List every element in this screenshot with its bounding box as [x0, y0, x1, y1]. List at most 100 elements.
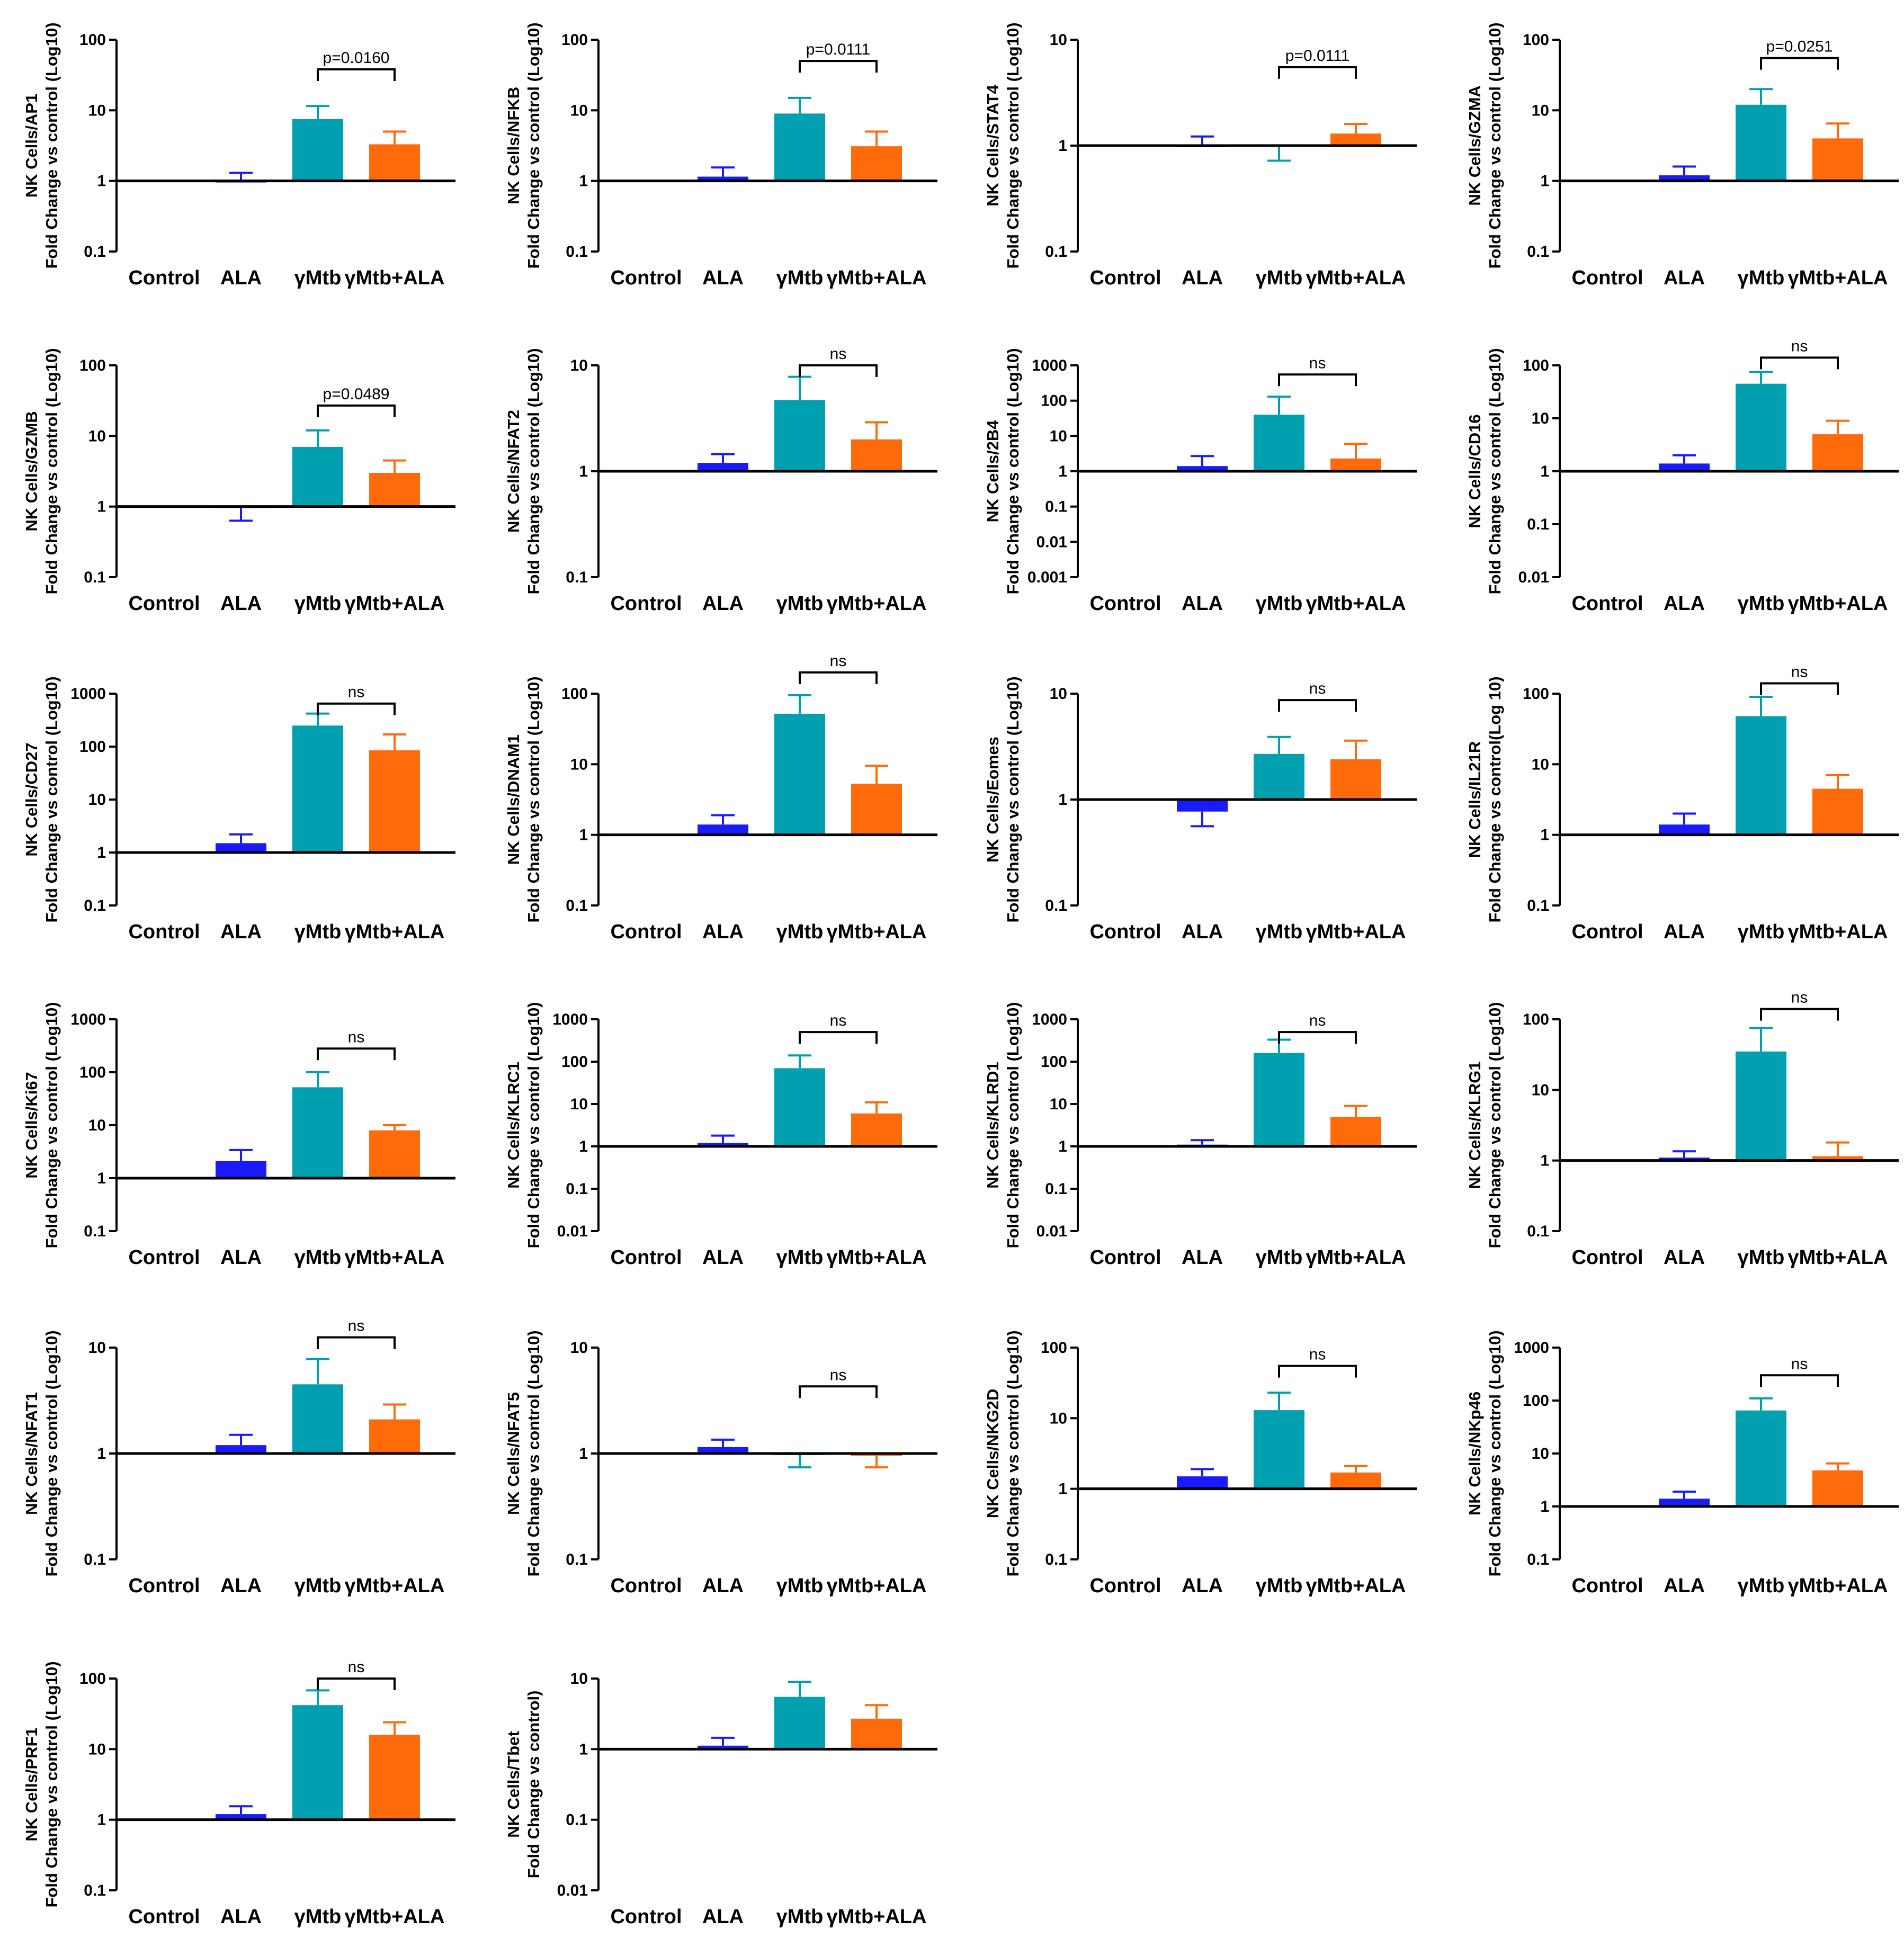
y-axis-label: NK Cells/PRF1Fold Change vs control (Log… [22, 1661, 61, 1907]
y-tick-label: 10 [570, 1339, 588, 1357]
y-axis-label-line: Fold Change vs control (Log10) [42, 348, 61, 594]
y-tick-label: 10 [1532, 1445, 1549, 1463]
category-label: ALA [220, 267, 262, 289]
significance-label: ns [1791, 663, 1808, 681]
y-axis-label-line: Fold Change vs control (Log10) [1486, 1330, 1504, 1576]
y-tick-label: 0.1 [566, 569, 588, 586]
y-tick-label: 0.1 [1527, 1551, 1549, 1568]
y-axis-label-line: Fold Change vs control (Log10) [524, 22, 543, 268]
significance-label: ns [1309, 1346, 1326, 1363]
category-label: γMtb [776, 921, 824, 943]
category-label: γMtb [1256, 1246, 1303, 1269]
significance-label: p=0.0111 [806, 41, 871, 58]
y-axis-label-line: NK Cells/PRF1 [22, 1727, 41, 1841]
bar-ymtb-ala [369, 473, 420, 507]
significance-bracket [317, 1047, 396, 1061]
y-axis-label-line: Fold Change vs control (Log10) [524, 348, 543, 594]
y-axis-label: NK Cells/KLRD1Fold Change vs control (Lo… [984, 1002, 1022, 1248]
y-tick-label: 10 [1050, 31, 1067, 49]
bar-ymtb [292, 446, 343, 507]
category-label: γMtb+ALA [1788, 921, 1888, 943]
category-label: Control [610, 267, 682, 289]
bar-ymtb [1254, 1410, 1304, 1489]
y-axis-label: NK Cells/NKG2DFold Change vs control (Lo… [984, 1330, 1022, 1576]
y-axis-label-line: NK Cells/IL21R [1465, 741, 1484, 858]
category-label: Control [1571, 1575, 1643, 1597]
y-tick-label: 100 [1041, 392, 1067, 410]
y-axis-label-line: Fold Change vs control (Log10) [524, 1002, 543, 1248]
y-axis-label-line: Fold Change vs control (Log10) [42, 22, 61, 268]
bar-ala [216, 843, 266, 853]
category-label: γMtb [1256, 593, 1303, 615]
category-label: γMtb [294, 1575, 342, 1597]
y-axis-label: NK Cells/KLRC1Fold Change vs control (Lo… [504, 1002, 543, 1248]
bar-ymtb [1736, 1051, 1786, 1161]
significance-label: p=0.0489 [323, 385, 390, 403]
y-tick-label: 0.001 [1027, 569, 1067, 586]
category-label: γMtb [1256, 921, 1303, 943]
y-axis-label-line: Fold Change vs control (Log10) [1004, 348, 1022, 594]
category-label: γMtb [776, 267, 824, 289]
y-tick-label: 100 [79, 1670, 106, 1688]
y-axis-label-line: Fold Change vs control (Log10) [1004, 1002, 1022, 1248]
y-tick-label: 10 [1532, 1081, 1549, 1099]
chart-panel: 0.1 1 10 NK Cells/NFAT2Fold Change vs contr… [504, 345, 937, 615]
category-label: ALA [702, 1246, 744, 1269]
chart-panel: 0.1 1 10 NK Cells/EomesFold Change vs contr… [984, 676, 1417, 943]
significance-bracket [1760, 57, 1839, 70]
y-axis-label: NK Cells/NKp46Fold Change vs control (Lo… [1465, 1330, 1504, 1576]
category-label: ALA [1182, 1575, 1223, 1597]
y-tick-label: 1000 [552, 1011, 588, 1028]
chart-panel: 0.1 1 10 NK Cells/STAT4Fold Change vs contr… [984, 22, 1417, 289]
y-axis-label-line: Fold Change vs control (Log10) [1004, 22, 1022, 268]
y-tick-label: 100 [561, 685, 588, 703]
y-axis-label-line: NK Cells/NKp46 [1465, 1392, 1484, 1515]
bar-ala [1177, 466, 1228, 471]
bar-ala [1177, 800, 1228, 812]
bar-ymtb [1736, 1410, 1786, 1506]
category-label: ALA [1182, 267, 1223, 289]
category-label: γMtb+ALA [1788, 267, 1888, 289]
significance-bracket [799, 1385, 878, 1398]
significance-label: p=0.0160 [323, 49, 390, 67]
y-tick-label: 0.1 [84, 897, 106, 914]
y-axis-label-line: NK Cells/NFAT2 [504, 410, 523, 533]
y-axis-label-line: NK Cells/Tbet [504, 1731, 523, 1838]
category-label: Control [128, 593, 200, 615]
category-label: ALA [220, 1906, 262, 1928]
category-label: γMtb [776, 1246, 824, 1269]
category-label: γMtb+ALA [1788, 593, 1888, 615]
bar-ymtb-ala [1330, 1117, 1381, 1146]
y-axis-label: NK Cells/GZMAFold Change vs control (Log… [1465, 22, 1504, 268]
y-tick-label: 0.1 [566, 1811, 588, 1829]
y-tick-label: 10 [1050, 1096, 1067, 1113]
bar-ymtb-ala [369, 750, 420, 853]
bar-ala [1659, 824, 1710, 835]
bar-ymtb-ala [1330, 458, 1381, 471]
y-tick-label: 1 [1058, 791, 1067, 809]
significance-bracket [1760, 682, 1839, 695]
y-tick-label: 10 [570, 357, 588, 374]
category-label: ALA [220, 593, 262, 615]
bar-ymtb [292, 1384, 343, 1453]
y-tick-label: 0.01 [557, 1882, 588, 1899]
significance-label: ns [1791, 1355, 1808, 1372]
bar-ala [698, 1143, 748, 1146]
y-tick-label: 1 [97, 1445, 106, 1463]
category-label: γMtb+ALA [345, 1575, 445, 1597]
y-axis-label-line: NK Cells/STAT4 [984, 84, 1002, 206]
y-tick-label: 0.1 [1527, 1223, 1549, 1240]
chart-panel: 0.001 0.01 0.1 1 10 100 1000 NK Cells/2B4Fold C… [984, 348, 1417, 615]
significance-label: p=0.0251 [1766, 38, 1833, 56]
category-label: γMtb+ALA [827, 921, 927, 943]
y-axis-label: NK Cells/TbetFold Change vs control) [504, 1691, 543, 1879]
chart-panel: 0.1 1 10 100 NK Cells/NKG2DFold Change vs co… [984, 1330, 1417, 1597]
category-label: γMtb [294, 593, 342, 615]
category-label: γMtb [294, 1906, 342, 1928]
chart-panel: 0.1 1 10 100 NK Cells/GZMBFold Change vs con… [22, 348, 455, 615]
significance-label: ns [1309, 1012, 1326, 1029]
category-label: Control [610, 1575, 682, 1597]
y-tick-label: 0.1 [1045, 897, 1067, 914]
y-tick-label: 0.1 [566, 897, 588, 914]
y-tick-label: 1000 [70, 685, 106, 703]
